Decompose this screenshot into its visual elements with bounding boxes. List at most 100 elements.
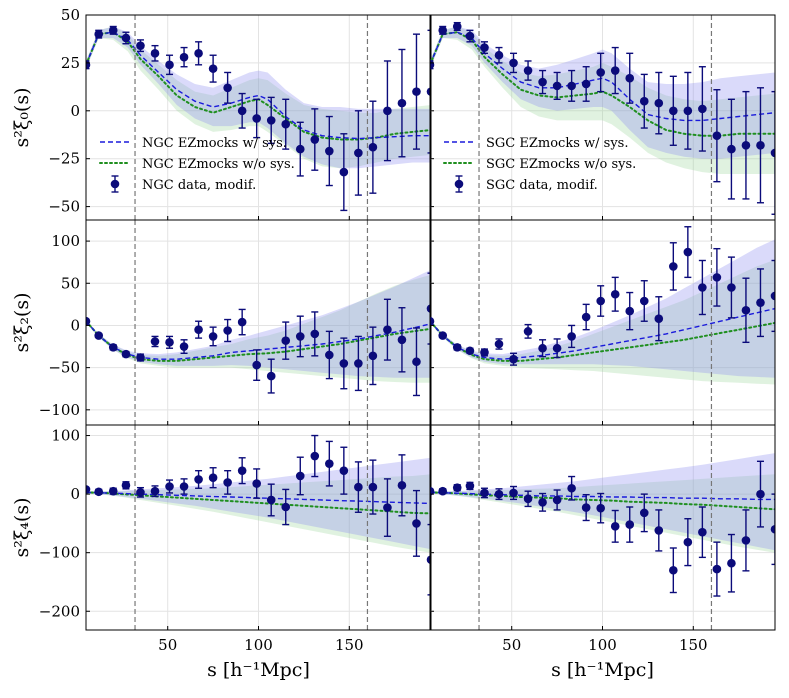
data-point	[150, 337, 160, 346]
data-point	[741, 305, 751, 315]
band-with-sys	[430, 453, 775, 551]
data-point	[430, 486, 435, 496]
y-tick-label: −25	[48, 150, 80, 168]
data-point	[86, 316, 91, 326]
y-tick-label: 50	[61, 274, 80, 292]
line-without-sys	[430, 320, 775, 362]
legend-entry: NGC EZmocks w/o sys.	[99, 157, 295, 172]
data-point	[281, 336, 291, 345]
data-point	[552, 343, 562, 353]
data-point	[669, 565, 678, 575]
data-point	[397, 481, 407, 490]
x-tick-label: 100	[588, 636, 617, 654]
data-point	[770, 524, 775, 534]
data-point	[383, 106, 392, 116]
band-with-sys	[86, 457, 431, 550]
legend-entry: NGC data, modif.	[110, 175, 256, 193]
data-point	[412, 357, 421, 367]
panel-ngc-xi0: 50 25 0 −25 −50 NGC EZmocks w/ sys. NGC EZmock…	[48, 6, 432, 221]
data-point	[121, 33, 131, 43]
data-point	[654, 526, 664, 535]
data-point	[727, 144, 736, 154]
data-point	[281, 119, 291, 129]
y-tick-label: 0	[70, 102, 80, 120]
x-tick-label: 150	[335, 636, 364, 654]
data-point	[136, 488, 145, 497]
data-point	[538, 343, 547, 353]
line-with-sys	[86, 320, 431, 360]
data-point	[295, 144, 305, 154]
panel-sgc-xi2	[429, 219, 776, 426]
data-point	[625, 520, 635, 529]
data-point	[494, 339, 504, 349]
data-point	[179, 52, 189, 62]
legend-label: SGC EZmocks w/o sys.	[486, 157, 636, 172]
panel-sgc-xi4: 50 100 150 s [h⁻¹Mpc]	[429, 424, 776, 681]
panel-ngc-xi2: 100 50 0 −50 −100	[39, 219, 432, 426]
y-tick-label: −50	[48, 359, 80, 377]
data-point	[94, 29, 104, 39]
data-point	[480, 488, 489, 498]
data-point	[194, 475, 203, 484]
data-point	[610, 66, 620, 75]
data-point	[397, 335, 407, 345]
data-point	[194, 325, 203, 334]
data-point	[727, 558, 736, 568]
data-point	[412, 87, 421, 96]
band-without-sys	[86, 26, 431, 169]
band-without-sys	[430, 259, 775, 385]
data-point	[368, 142, 378, 152]
data-point	[610, 522, 620, 531]
data-point	[383, 325, 392, 334]
data-point	[683, 537, 693, 547]
data-point	[325, 146, 334, 156]
data-point	[596, 68, 605, 77]
data-point	[683, 106, 693, 116]
data-point	[252, 114, 261, 123]
data-point	[194, 49, 203, 58]
band-with-sys	[430, 26, 775, 159]
y-tick-label: −100	[39, 544, 80, 562]
data-point	[281, 502, 291, 512]
data-point	[438, 486, 448, 496]
legend-entry: SGC EZmocks w/o sys.	[443, 157, 636, 172]
data-point	[452, 22, 462, 31]
legend-entry: NGC EZmocks w/ sys.	[100, 136, 287, 151]
data-point	[581, 79, 591, 89]
data-point	[712, 273, 722, 282]
x-axis-title: s [h⁻¹Mpc]	[551, 659, 654, 681]
panel-plot-area	[430, 15, 775, 220]
data-point	[266, 116, 276, 125]
data-point	[756, 489, 765, 499]
data-point	[94, 487, 104, 497]
data-point	[625, 306, 635, 316]
data-point	[165, 60, 174, 70]
data-point	[538, 77, 547, 87]
data-point	[339, 167, 349, 177]
data-point	[108, 343, 118, 352]
data-point	[266, 495, 276, 505]
data-point	[430, 316, 435, 326]
data-point	[639, 296, 649, 306]
data-point	[223, 478, 232, 487]
line-with-sys	[86, 31, 431, 140]
y-tick-label: 0	[70, 485, 80, 503]
y-tick-label: 25	[61, 54, 80, 72]
x-tick-label: 50	[502, 636, 521, 654]
panel-plot-area	[86, 220, 431, 425]
data-point	[412, 519, 421, 528]
data-point	[465, 346, 475, 356]
data-point	[727, 283, 736, 292]
data-point	[610, 289, 620, 299]
data-point	[108, 486, 118, 496]
data-point	[639, 96, 649, 106]
legend-label: SGC data, modif.	[486, 178, 598, 193]
data-point	[669, 106, 678, 116]
panel-plot-area	[430, 220, 775, 425]
data-point	[325, 459, 334, 468]
data-point	[770, 148, 775, 158]
row-0-ylabel: s²ξ₀(s)	[11, 87, 33, 147]
data-point	[339, 466, 349, 475]
data-point	[698, 527, 707, 537]
